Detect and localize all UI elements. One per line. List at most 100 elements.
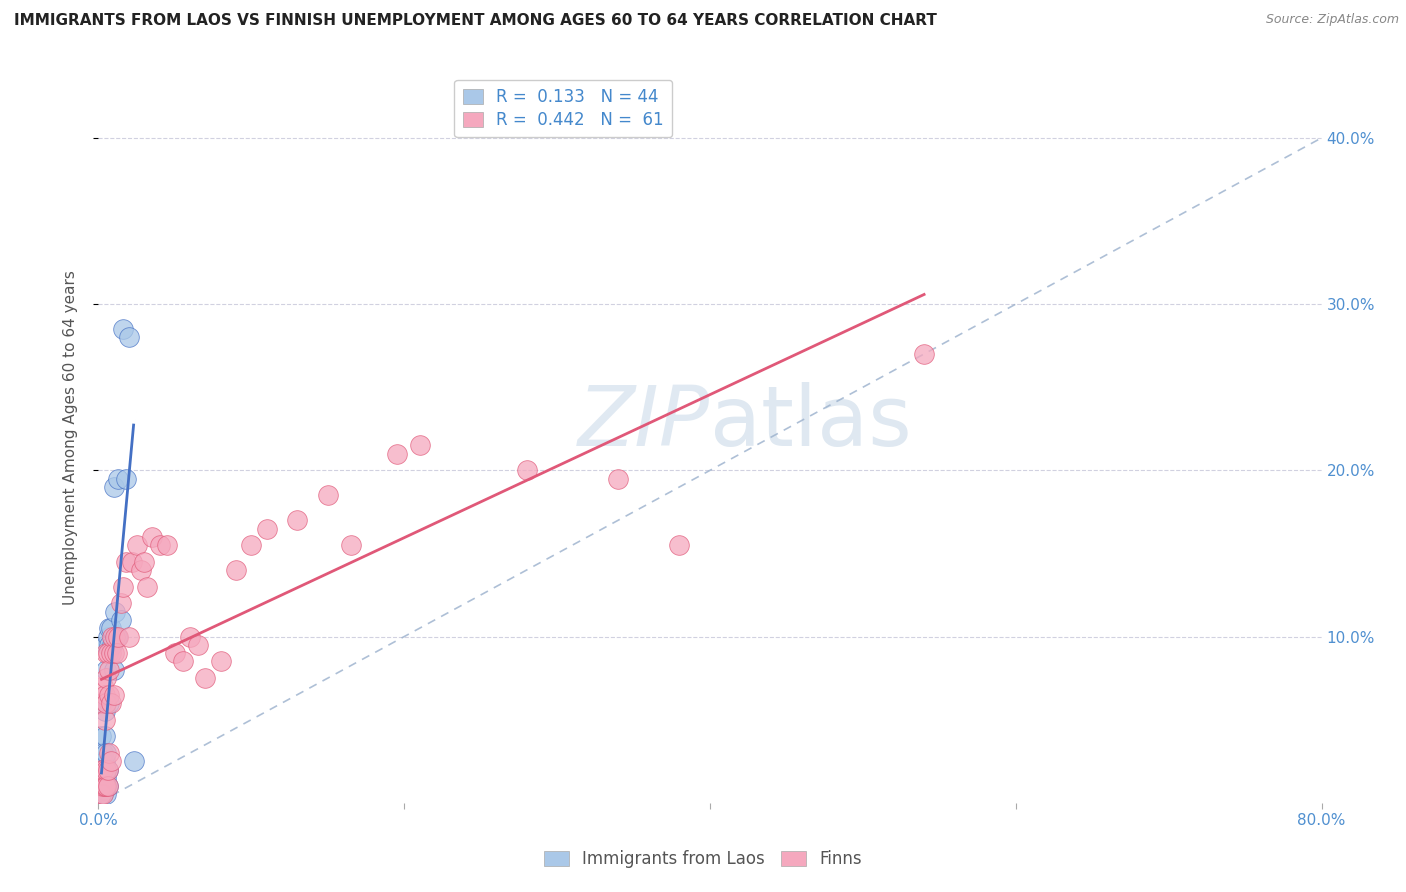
Point [93,782,115,797]
Point [90,771,112,785]
Point [94,771,117,785]
Point [110,613,132,627]
Point [91,680,114,694]
Point [94,779,117,793]
Point [94,763,117,777]
Point [97,779,120,793]
Point [91,696,114,710]
Point [90,729,112,743]
Point [94,763,117,777]
Y-axis label: Unemployment Among Ages 60 to 64 years: Unemployment Among Ages 60 to 64 years [63,269,77,605]
Point [141,530,163,544]
Point [107,472,129,486]
Point [90,696,112,710]
Point [94,746,117,760]
Point [156,538,179,552]
Point [90,763,112,777]
Point [149,538,172,552]
Point [179,630,201,644]
Legend: R =  0.133   N = 44, R =  0.442   N =  61: R = 0.133 N = 44, R = 0.442 N = 61 [454,79,672,137]
Point [105,646,128,660]
Point [98,746,121,760]
Point [187,638,209,652]
Point [98,638,121,652]
Point [100,754,122,768]
Point [103,480,125,494]
Point [316,488,339,502]
Point [91,754,114,768]
Point [93,705,115,719]
Point [98,621,121,635]
Point [104,605,127,619]
Point [668,538,690,552]
Point [100,696,122,710]
Text: Source: ZipAtlas.com: Source: ZipAtlas.com [1265,13,1399,27]
Point [97,779,120,793]
Point [90,763,112,777]
Point [97,646,120,660]
Point [93,779,115,793]
Text: IMMIGRANTS FROM LAOS VS FINNISH UNEMPLOYMENT AMONG AGES 60 TO 64 YEARS CORRELATI: IMMIGRANTS FROM LAOS VS FINNISH UNEMPLOY… [14,13,936,29]
Point [105,630,128,644]
Point [91,763,114,777]
Point [118,630,141,644]
Point [94,779,117,793]
Point [98,663,121,677]
Point [912,347,935,361]
Point [209,655,232,669]
Point [134,555,156,569]
Point [607,472,630,486]
Point [93,688,115,702]
Legend: Immigrants from Laos, Finns: Immigrants from Laos, Finns [537,844,869,875]
Point [115,472,138,486]
Point [94,788,117,802]
Point [91,788,114,802]
Point [408,438,430,452]
Point [194,671,217,685]
Text: ZIP: ZIP [578,382,710,463]
Point [94,671,117,685]
Point [91,763,114,777]
Point [100,621,122,635]
Point [97,630,120,644]
Point [111,580,134,594]
Point [385,447,408,461]
Point [90,779,112,793]
Point [103,663,125,677]
Point [93,776,115,790]
Point [122,754,145,768]
Point [98,688,121,702]
Point [101,638,124,652]
Point [98,696,121,710]
Point [94,646,117,660]
Point [103,688,125,702]
Point [107,630,129,644]
Point [94,696,117,710]
Point [256,521,278,535]
Point [121,555,143,569]
Point [172,655,194,669]
Point [93,729,115,743]
Point [516,463,538,477]
Point [91,746,114,760]
Point [93,754,115,768]
Point [91,779,114,793]
Point [118,330,141,344]
Point [90,788,112,802]
Point [285,513,308,527]
Point [94,638,117,652]
Point [110,596,132,610]
Point [240,538,263,552]
Point [97,763,120,777]
Point [94,696,117,710]
Point [93,713,115,727]
Point [93,765,115,780]
Point [111,322,134,336]
Point [163,646,186,660]
Point [129,563,152,577]
Text: atlas: atlas [710,382,911,463]
Point [103,646,125,660]
Point [97,763,120,777]
Point [91,788,114,802]
Point [91,779,114,793]
